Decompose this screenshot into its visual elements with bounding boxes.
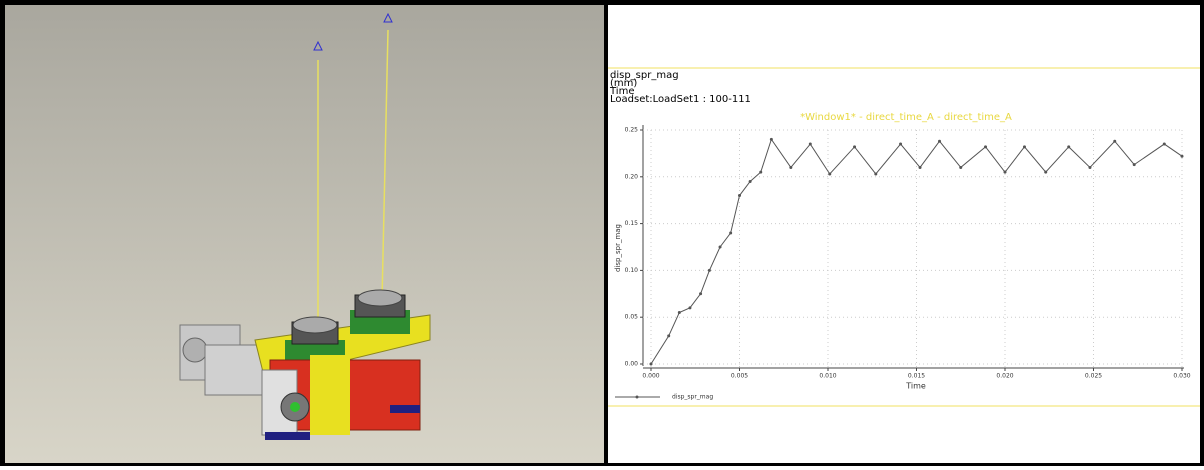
data-point xyxy=(1113,140,1116,143)
data-point xyxy=(770,138,773,141)
x-tick-label: 0.025 xyxy=(1085,373,1102,380)
x-axis-label: Time xyxy=(905,382,926,391)
data-point xyxy=(1163,143,1166,146)
data-point xyxy=(1044,171,1047,174)
data-point xyxy=(759,171,762,174)
data-point xyxy=(1088,166,1091,169)
data-point xyxy=(809,143,812,146)
y-axis-label: disp_spr_mag xyxy=(614,224,622,272)
data-point xyxy=(699,292,702,295)
data-point xyxy=(899,143,902,146)
y-tick-label: 0.00 xyxy=(625,361,639,368)
x-tick-label: 0.005 xyxy=(731,373,748,380)
page: {"chart_data": {"type": "line", "info": … xyxy=(0,0,1204,466)
y-tick-label: 0.05 xyxy=(625,314,639,321)
legend-label: disp_spr_mag xyxy=(672,394,713,401)
data-point xyxy=(938,140,941,143)
data-point xyxy=(729,231,732,234)
data-point xyxy=(1133,163,1136,166)
info-line: Loadset:LoadSet1 : 100-111 xyxy=(610,94,751,105)
x-tick-label: 0.030 xyxy=(1173,373,1190,380)
x-tick-label: 0.010 xyxy=(819,373,836,380)
y-tick-label: 0.10 xyxy=(625,267,639,274)
legend-marker xyxy=(636,396,639,399)
data-point xyxy=(853,145,856,148)
y-tick-label: 0.20 xyxy=(625,173,639,180)
data-point xyxy=(738,194,741,197)
data-point xyxy=(719,246,722,249)
screen: disp_spr_mag(mm)TimeLoadset:LoadSet1 : 1… xyxy=(0,0,1204,466)
data-point xyxy=(749,180,752,183)
y-tick-label: 0.15 xyxy=(625,220,639,227)
data-point xyxy=(874,172,877,175)
data-point xyxy=(678,311,681,314)
data-point xyxy=(828,172,831,175)
y-tick-label: 0.25 xyxy=(625,127,639,134)
data-point xyxy=(919,166,922,169)
data-point xyxy=(688,306,691,309)
data-point xyxy=(667,334,670,337)
chart-title: *Window1* - direct_time_A - direct_time_… xyxy=(800,112,1012,123)
data-point xyxy=(650,363,653,366)
data-point xyxy=(1023,145,1026,148)
data-point xyxy=(1004,171,1007,174)
data-point xyxy=(789,166,792,169)
data-point xyxy=(984,145,987,148)
x-tick-label: 0.000 xyxy=(642,373,659,380)
data-point xyxy=(1181,155,1184,158)
data-point xyxy=(708,269,711,272)
x-tick-label: 0.015 xyxy=(908,373,925,380)
x-tick-label: 0.020 xyxy=(996,373,1013,380)
data-point xyxy=(1067,145,1070,148)
data-point xyxy=(959,166,962,169)
